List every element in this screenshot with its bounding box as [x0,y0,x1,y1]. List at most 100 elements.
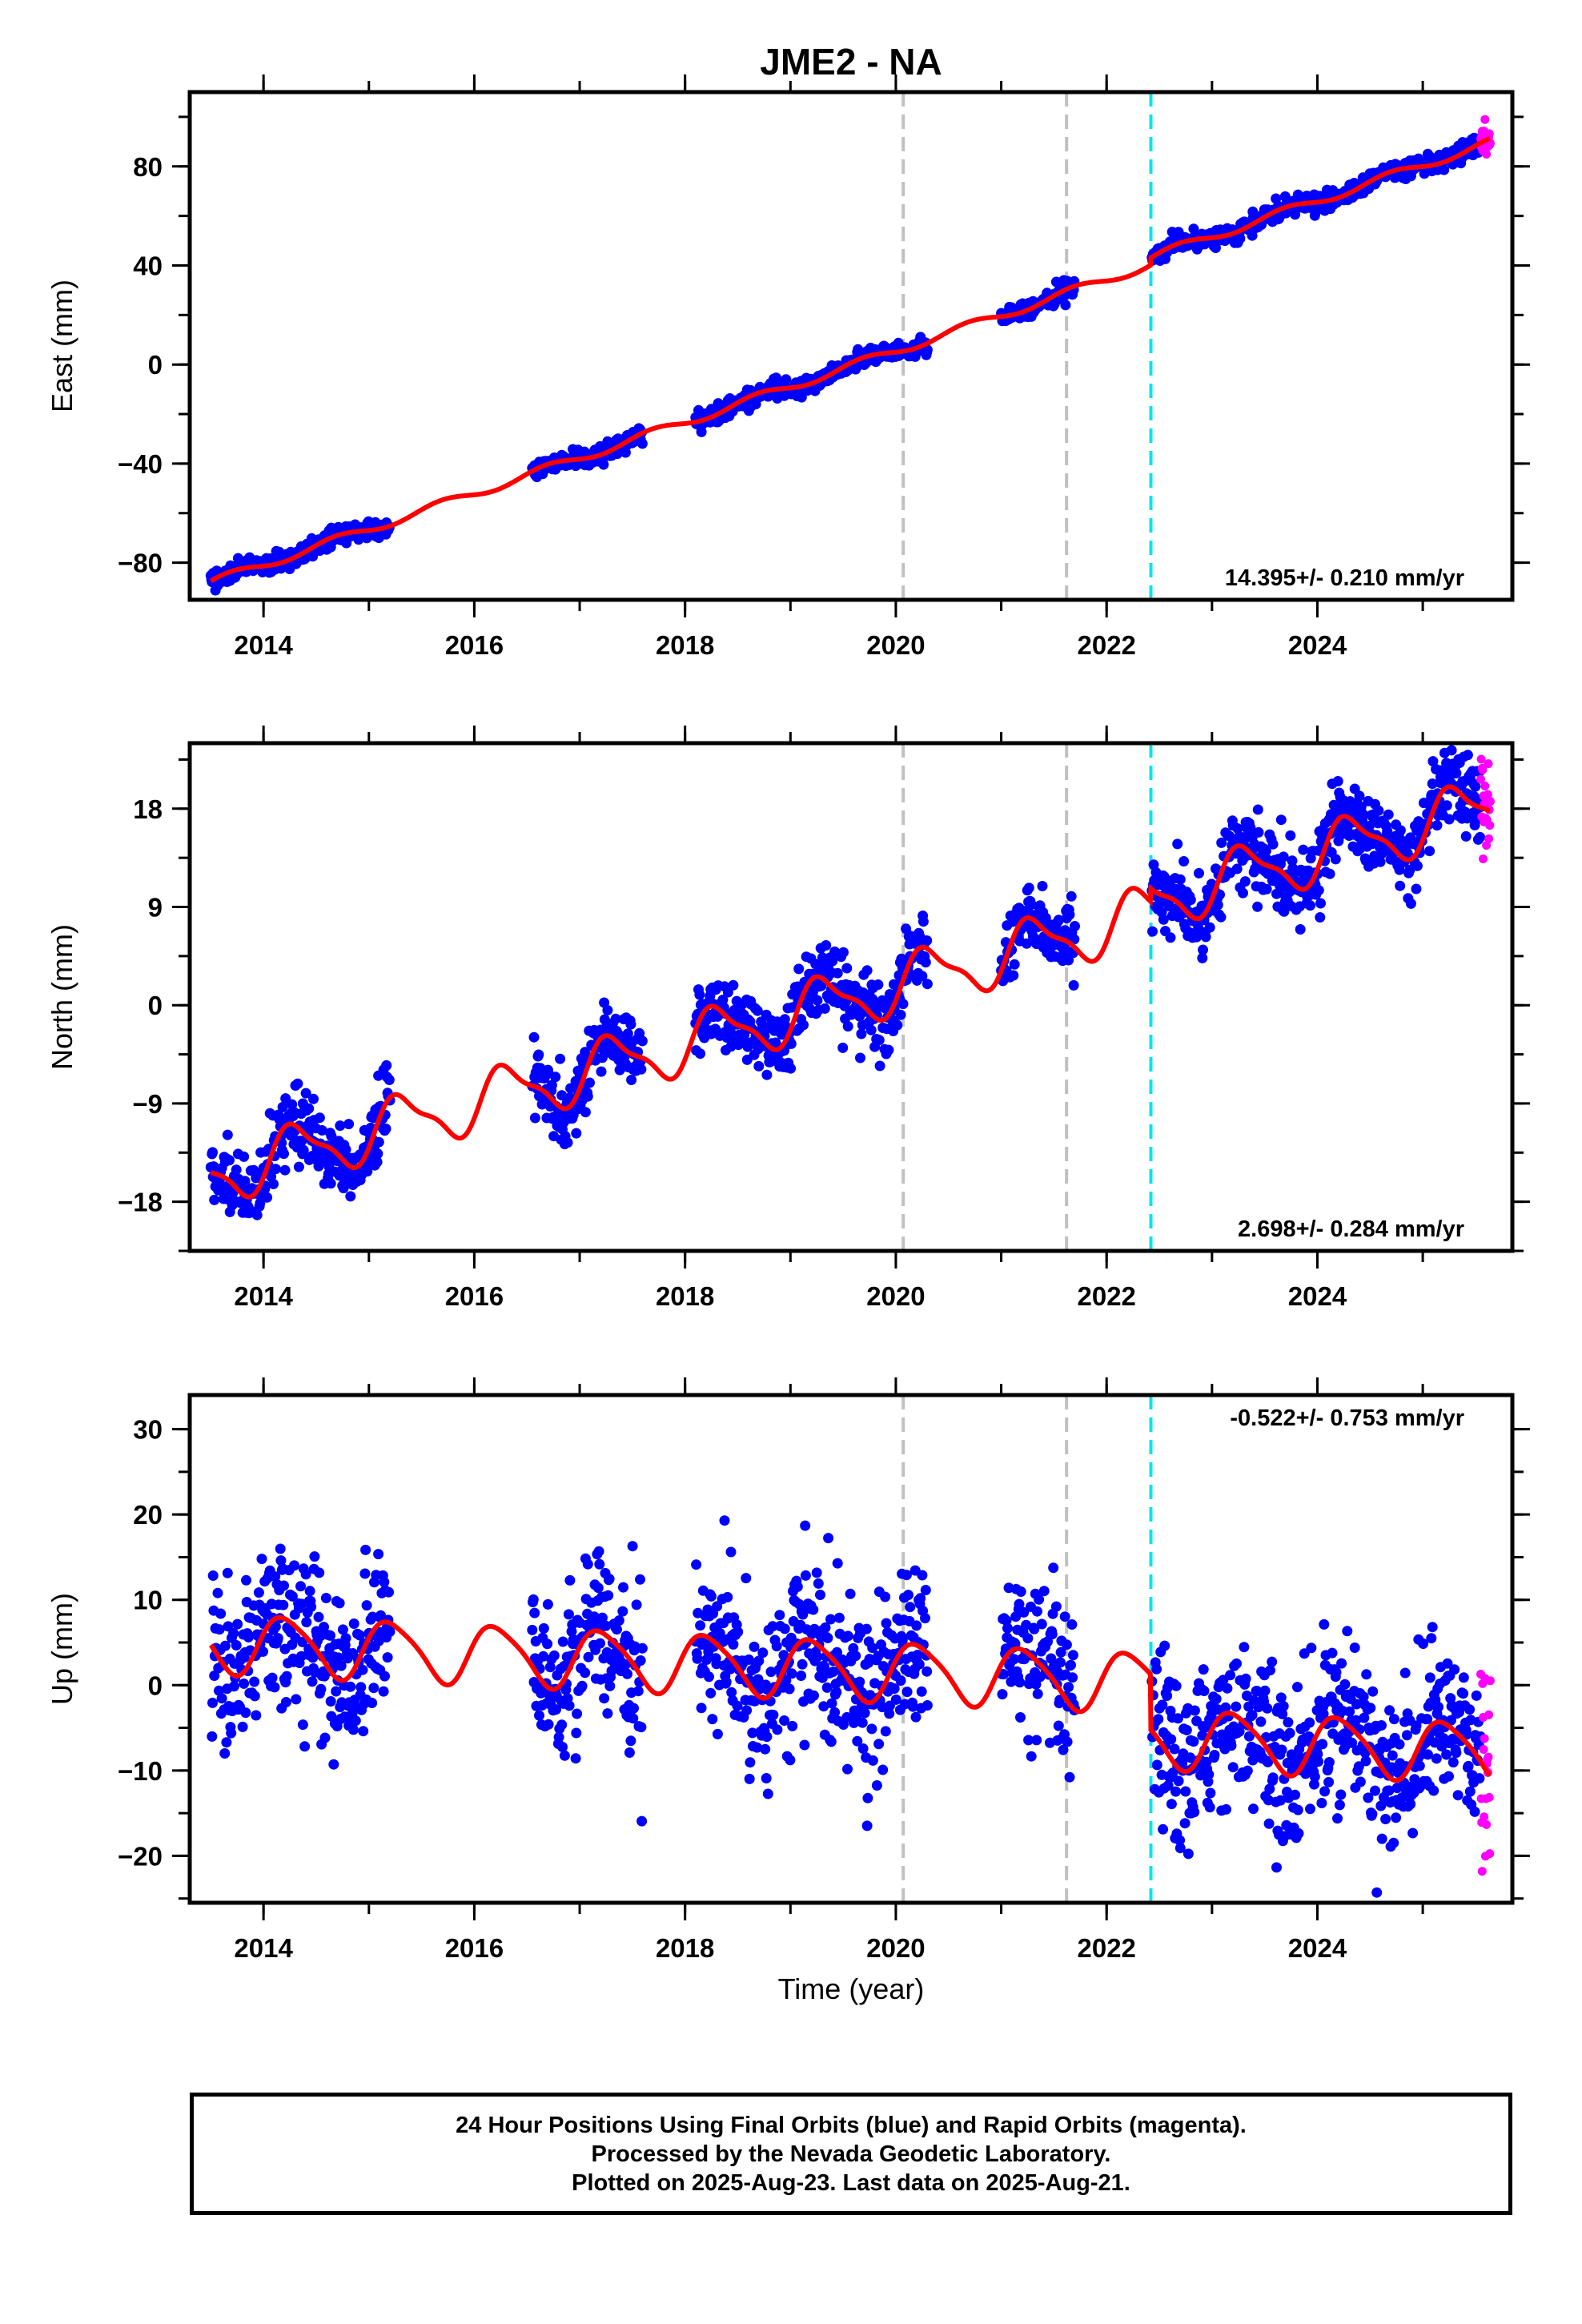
up-final-point [251,1710,262,1721]
up-final-point [792,1581,803,1592]
up-final-point [1151,1759,1162,1771]
up-final-point [1300,1768,1311,1779]
north-x-tick-label: 2022 [1078,1281,1136,1311]
up-final-point [1278,1701,1289,1711]
up-final-point [357,1664,368,1675]
up-final-point [725,1546,737,1558]
north-final-point [636,1035,648,1047]
up-frame [187,1393,1515,1905]
north-final-point [1394,864,1405,875]
up-final-point [249,1676,260,1687]
up-final-point [1442,1658,1453,1669]
up-final-point [335,1660,347,1671]
east-x-tick-label: 2014 [234,630,293,660]
up-final-point [542,1638,553,1650]
up-final-point [998,1669,1009,1680]
up-final-point [825,1614,836,1625]
north-final-point [1040,912,1051,923]
up-final-point [1323,1757,1335,1767]
up-final-point [862,1792,873,1803]
up-final-point [1158,1823,1169,1835]
east-final-point [921,344,933,356]
north-final-point [1287,855,1298,866]
north-final-point [1252,901,1263,912]
north-final-point [381,1059,392,1071]
north-final-point [1298,844,1309,855]
up-final-point [821,1682,833,1693]
up-final-point [543,1719,554,1730]
up-final-point [1173,1775,1184,1787]
up-final-point [1058,1744,1069,1755]
up-final-point [912,1650,923,1660]
east-y-tick-label: 40 [133,251,163,280]
up-final-point [1002,1622,1013,1634]
north-final-point [1395,825,1406,836]
up-final-point [1331,1667,1342,1678]
up-final-point [1431,1753,1442,1764]
up-final-point [765,1667,777,1678]
up-final-point [632,1686,644,1697]
up-final-point [842,1763,853,1775]
up-final-point [1375,1800,1387,1811]
north-final-point [300,1088,311,1099]
up-final-point [1174,1835,1186,1846]
north-x-tick-label: 2018 [656,1281,714,1311]
north-final-point [584,1077,595,1088]
east-x-tick-label: 2022 [1078,630,1136,660]
north-rapid-point [1480,782,1490,790]
north-final-point [1158,914,1169,925]
north-final-point [1446,745,1457,756]
up-final-point [631,1599,642,1610]
up-final-point [880,1726,891,1737]
north-final-point [921,935,933,946]
up-final-point [752,1742,763,1753]
east-y-tick-label: −80 [118,549,163,578]
north-final-point [556,1090,568,1101]
x-axis-label: Time (year) [778,1972,925,2005]
up-final-point [1067,1650,1078,1661]
up-final-point [580,1667,591,1679]
north-model-curve [210,784,1492,1200]
up-final-point [527,1624,538,1635]
up-final-point [721,1676,732,1687]
up-final-point [1306,1642,1317,1654]
up-points [207,1515,1495,1898]
up-y-tick-label: 10 [133,1586,163,1615]
up-final-point [1451,1747,1462,1759]
north-final-point [314,1112,325,1124]
up-final-point [1367,1686,1379,1697]
north-final-point [610,1013,621,1024]
up-final-point [1458,1672,1469,1683]
east-rapid-point [1484,129,1494,139]
up-final-point [1267,1772,1279,1783]
north-final-point [1285,830,1296,841]
up-final-point [1284,1727,1295,1739]
up-final-point [1242,1765,1253,1776]
up-final-point [1048,1562,1059,1574]
up-final-point [313,1611,324,1622]
north-final-point [287,1099,298,1110]
up-final-point [1277,1708,1288,1719]
north-final-point [1026,899,1037,910]
east-x-tick-label: 2016 [445,630,504,660]
up-final-point [1286,1749,1297,1760]
up-final-point [1198,1664,1209,1675]
up-final-point [916,1686,927,1697]
up-final-point [1061,1639,1072,1651]
north-final-point [1172,838,1183,850]
up-final-point [852,1735,863,1747]
north-rapid-point [1476,754,1486,764]
north-final-point [920,957,931,968]
up-final-point [842,1630,853,1642]
up-final-point [854,1676,865,1687]
up-final-point [761,1731,773,1743]
up-rapid-point [1477,1867,1487,1876]
north-final-point [636,1063,647,1075]
up-final-point [207,1731,218,1742]
up-final-point [1319,1786,1331,1797]
up-final-point [779,1623,790,1634]
up-final-point [557,1742,568,1752]
up-final-point [529,1607,540,1618]
up-final-point [570,1753,581,1764]
up-final-point [1353,1761,1364,1772]
